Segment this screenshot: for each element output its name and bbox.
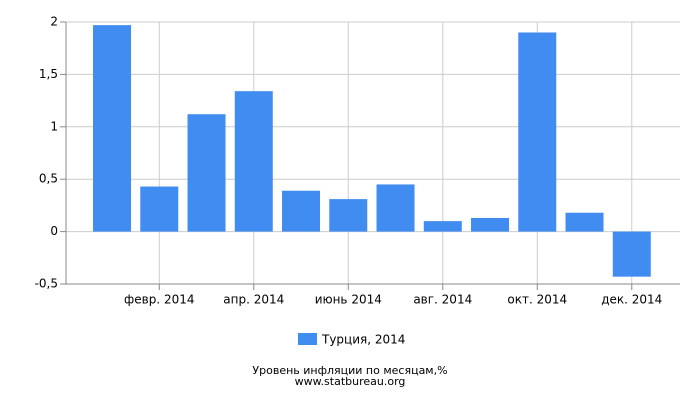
bar [282, 190, 321, 232]
y-tick-label: 2 [50, 15, 58, 29]
bar [565, 212, 604, 232]
bar [612, 231, 651, 277]
x-tick-label: дек. 2014 [601, 293, 662, 307]
bar [423, 221, 462, 232]
y-tick-label: 1 [50, 119, 58, 133]
y-tick-label: -0,5 [35, 277, 58, 291]
bar [329, 199, 368, 232]
bar [471, 217, 510, 232]
y-tick-label: 0 [50, 224, 58, 238]
bar [93, 25, 132, 232]
chart-title: Уровень инфляции по месяцам,% [252, 364, 447, 377]
legend-label: Турция, 2014 [321, 333, 405, 347]
bar [234, 91, 273, 232]
bar [140, 186, 179, 232]
x-tick-label: февр. 2014 [124, 293, 195, 307]
x-tick-label: окт. 2014 [507, 293, 567, 307]
legend-swatch [298, 333, 317, 345]
x-tick-label: июнь 2014 [315, 293, 382, 307]
source: www.statbureau.org [295, 375, 406, 388]
x-tick-label: апр. 2014 [223, 293, 284, 307]
bar [376, 184, 415, 232]
x-tick-label: авг. 2014 [413, 293, 472, 307]
bar [518, 32, 557, 232]
y-tick-label: 1,5 [39, 67, 58, 81]
y-tick-label: 0,5 [39, 172, 58, 186]
bar [187, 114, 226, 232]
